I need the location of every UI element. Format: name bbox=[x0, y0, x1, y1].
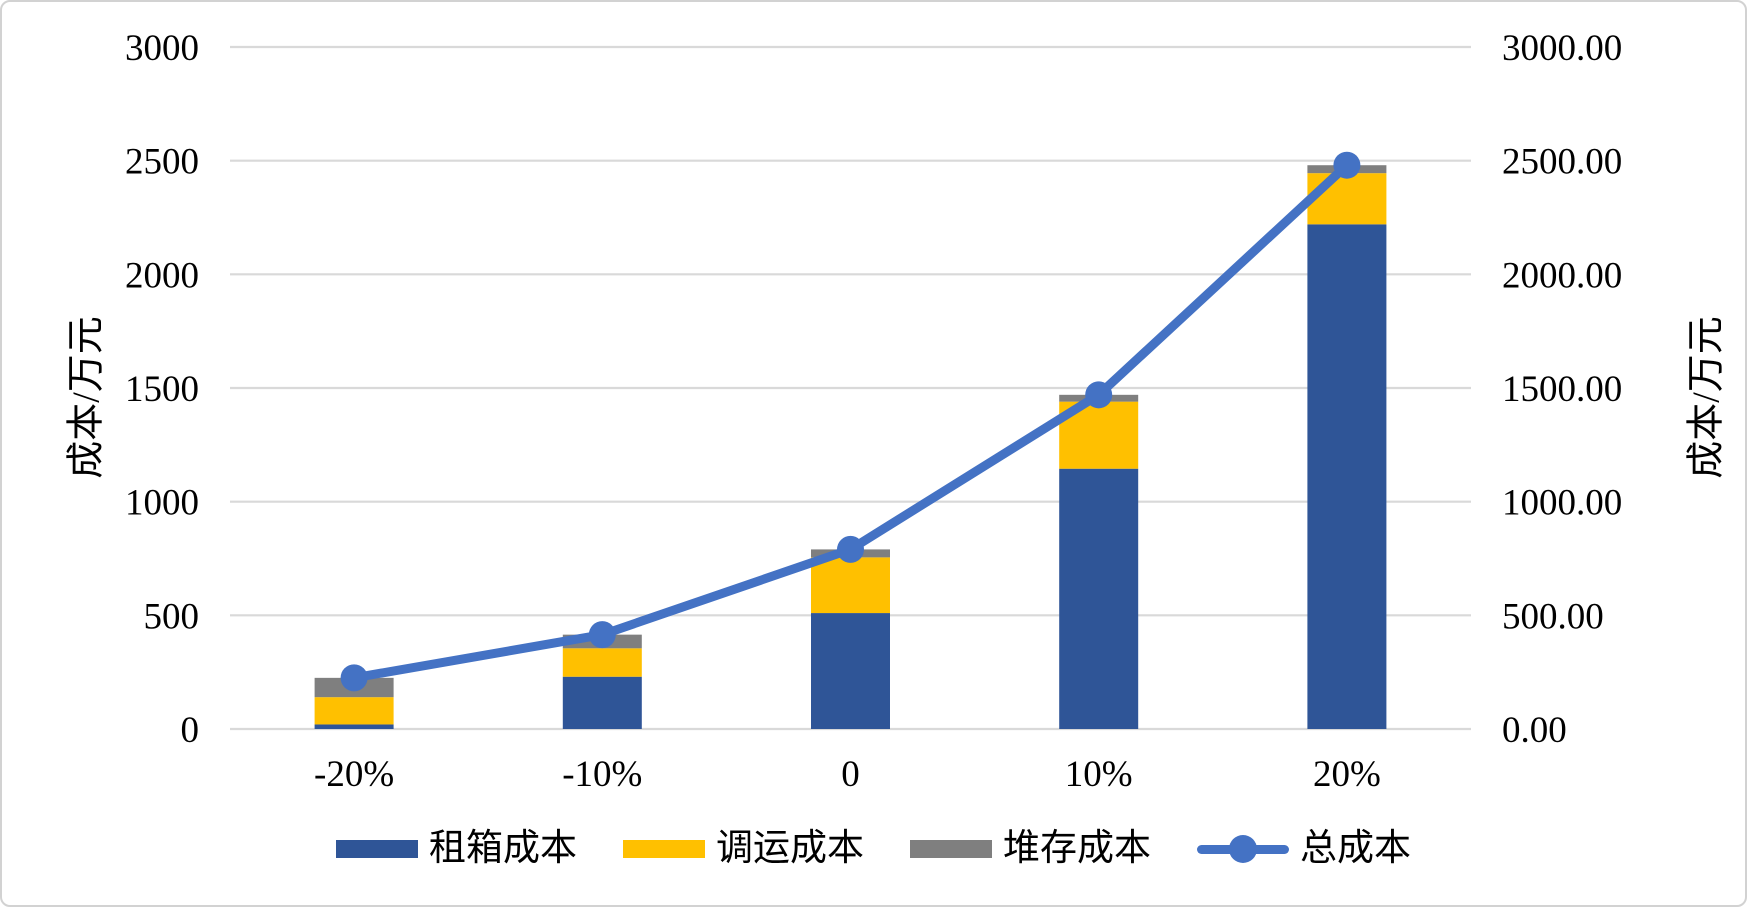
legend-swatch bbox=[336, 839, 418, 858]
legend-item: 调运成本 bbox=[623, 830, 864, 867]
right-axis-tick-label: 500.00 bbox=[1502, 596, 1604, 637]
legend-item: 堆存成本 bbox=[910, 830, 1151, 867]
legend-swatch bbox=[623, 839, 705, 858]
left-axis-tick-label: 500 bbox=[144, 596, 200, 637]
total-line-marker bbox=[837, 535, 864, 563]
right-axis-tick-label: 3000.00 bbox=[1502, 28, 1622, 69]
right-axis-tick-label: 1000.00 bbox=[1502, 483, 1622, 524]
legend-label: 租箱成本 bbox=[429, 828, 577, 869]
legend-item: 总成本 bbox=[1197, 830, 1411, 867]
total-line-marker bbox=[1333, 151, 1361, 179]
legend-label: 堆存成本 bbox=[1003, 828, 1151, 869]
total-line-marker bbox=[1085, 381, 1113, 409]
bar-segment bbox=[562, 676, 642, 729]
left-axis-tick-label: 1500 bbox=[125, 369, 199, 410]
left-axis-title: 成本/万元 bbox=[65, 316, 108, 479]
bar-segment bbox=[1059, 468, 1139, 729]
right-axis-tick-label: 2500.00 bbox=[1502, 142, 1622, 183]
x-axis-tick-label: 0 bbox=[841, 754, 860, 795]
bar-segment bbox=[314, 697, 394, 725]
bar-segment bbox=[314, 724, 394, 729]
legend-label: 总成本 bbox=[1300, 828, 1411, 869]
left-axis-tick-label: 2500 bbox=[125, 142, 199, 183]
legend-swatch bbox=[910, 839, 992, 858]
x-axis-tick-label: -20% bbox=[314, 754, 394, 795]
x-axis-tick-label: 10% bbox=[1065, 754, 1133, 795]
right-axis-tick-label: 1500.00 bbox=[1502, 369, 1622, 410]
right-axis-title: 成本/万元 bbox=[1685, 316, 1728, 479]
legend-label: 调运成本 bbox=[716, 828, 864, 869]
left-axis-tick-label: 1000 bbox=[125, 483, 199, 524]
bar-segment bbox=[1307, 224, 1387, 729]
bar-segment bbox=[1307, 173, 1387, 225]
left-axis-tick-label: 3000 bbox=[125, 28, 199, 69]
right-axis-tick-label: 0.00 bbox=[1502, 710, 1567, 751]
left-axis-tick-label: 2000 bbox=[125, 255, 199, 296]
legend: 租箱成本 调运成本 堆存成本 总成本 bbox=[2, 830, 1745, 867]
bar-segment bbox=[562, 648, 642, 677]
legend-dot-icon bbox=[1229, 834, 1257, 863]
bar-segment bbox=[811, 613, 890, 729]
legend-line-marker-icon bbox=[1197, 834, 1289, 863]
x-axis-tick-label: 20% bbox=[1313, 754, 1381, 795]
bar-segment bbox=[811, 557, 890, 614]
x-axis-tick-label: -10% bbox=[562, 754, 642, 795]
legend-item: 租箱成本 bbox=[336, 830, 577, 867]
right-axis-tick-label: 2000.00 bbox=[1502, 255, 1622, 296]
total-line-marker bbox=[340, 664, 368, 692]
left-axis-tick-label: 0 bbox=[181, 710, 200, 751]
total-line-marker bbox=[588, 621, 616, 649]
